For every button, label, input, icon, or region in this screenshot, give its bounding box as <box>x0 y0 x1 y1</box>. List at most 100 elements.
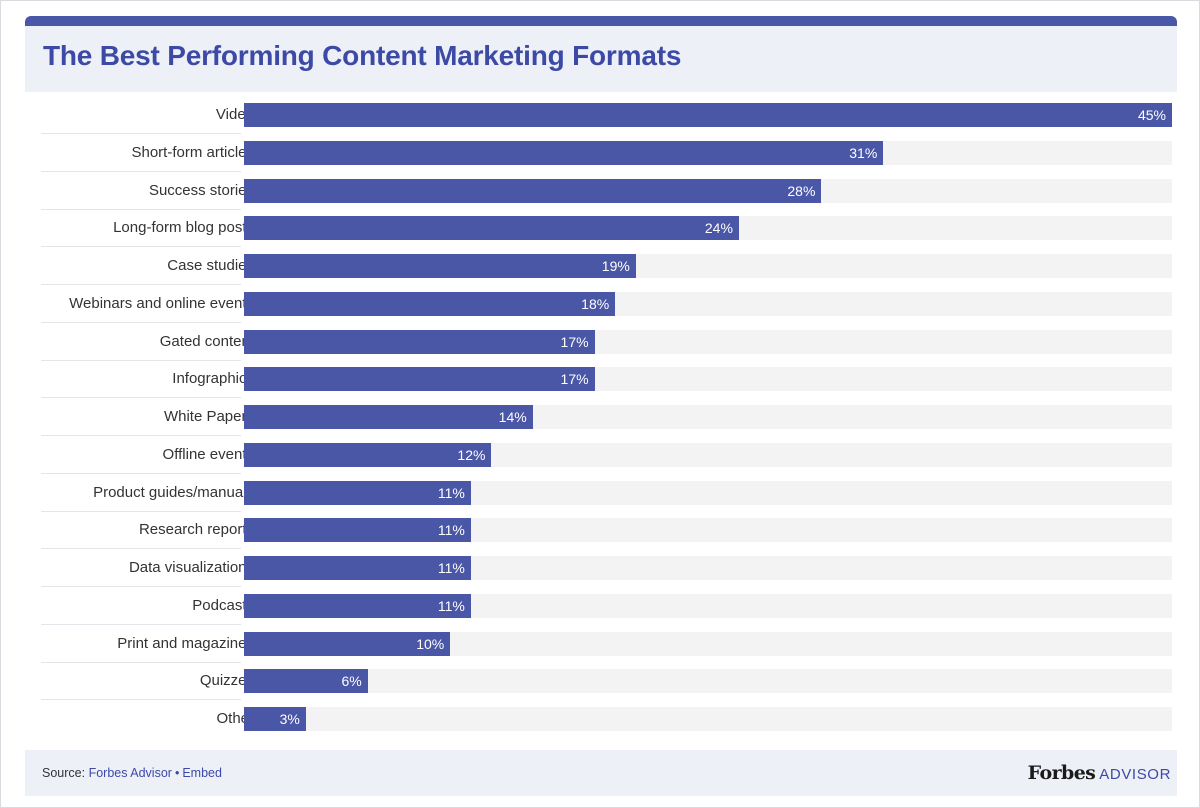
category-label: Product guides/manuals <box>93 483 254 501</box>
bar: 24% <box>244 216 739 241</box>
row-divider <box>41 699 241 701</box>
bar-row: Print and magazines 10% <box>41 625 1175 663</box>
row-divider <box>41 284 241 285</box>
bar-row: Long-form blog posts 24% <box>41 209 1175 248</box>
bar-row: Video 45% <box>41 96 1175 134</box>
bar-row: Offline events 12% <box>41 436 1175 474</box>
bar-row: Webinars and online events 18% <box>41 285 1175 323</box>
bar-row: White Papers 14% <box>41 398 1175 436</box>
category-label: Podcasts <box>192 596 254 614</box>
row-divider <box>41 321 241 323</box>
category-label: Data visualizations <box>128 559 254 576</box>
bar-row: Research reports 11% <box>41 511 1175 550</box>
bar-track: 28% <box>244 178 1172 203</box>
category-label: Print and magazines <box>117 634 254 652</box>
bar-track: 17% <box>244 329 1172 354</box>
bar-track: 14% <box>244 405 1172 429</box>
row-divider <box>41 586 241 587</box>
row-divider <box>41 397 241 399</box>
chart-header: The Best Performing Content Marketing Fo… <box>25 26 1177 92</box>
bar-track: 11% <box>244 556 1172 580</box>
row-divider <box>41 510 241 512</box>
bar-track: 10% <box>244 631 1172 656</box>
row-divider <box>41 623 241 625</box>
bar: 10% <box>244 631 451 656</box>
row-divider <box>41 246 241 248</box>
bar-track: 31% <box>244 140 1172 165</box>
bar-value-label: 11% <box>437 560 465 576</box>
bar: 17% <box>244 367 595 392</box>
bar-track: 18% <box>244 291 1172 316</box>
category-label: Offline events <box>162 445 254 463</box>
bar-value-label: 31% <box>849 144 878 161</box>
bar: 11% <box>244 480 471 505</box>
bar-row: Product guides/manuals 11% <box>41 474 1175 512</box>
bar-value-label: 24% <box>704 220 733 237</box>
bar-value-label: 12% <box>457 446 486 463</box>
brand-sub-text: ADVISOR <box>1099 766 1171 783</box>
row-divider <box>41 435 241 436</box>
bar-value-label: 17% <box>560 333 589 350</box>
row-divider <box>41 170 241 172</box>
bar-value-label: 28% <box>787 182 816 199</box>
bar: 14% <box>244 405 533 429</box>
brand-logo-text: Forbes <box>1027 762 1096 784</box>
source-line: Source: Forbes Advisor • Embed <box>42 750 222 796</box>
bar-row: Case studies 19% <box>41 247 1175 285</box>
bar-chart: Video 45% Short-form articles 31% Success st… <box>25 96 1177 746</box>
bar-track: 11% <box>244 518 1172 543</box>
bar-track: 3% <box>244 707 1172 731</box>
category-label: Webinars and online events <box>69 294 254 312</box>
bar-track: 11% <box>244 480 1172 505</box>
source-separator: • <box>174 766 180 780</box>
forbes-advisor-logo: Forbes ADVISOR <box>1028 750 1171 796</box>
row-divider <box>41 661 241 663</box>
bar-value-label: 10% <box>416 635 445 652</box>
bar-row: Quizzes 6% <box>41 662 1175 701</box>
row-divider <box>41 359 241 361</box>
bar-track: 24% <box>244 216 1172 241</box>
bar-track: 12% <box>244 442 1172 467</box>
bar-value-label: 45% <box>1137 107 1166 123</box>
category-label: Short-form articles <box>131 143 254 161</box>
bar-value-label: 18% <box>581 295 610 312</box>
row-divider <box>41 472 241 474</box>
bar: 11% <box>244 556 471 580</box>
category-label: Case studies <box>167 257 254 274</box>
bar-track: 19% <box>244 254 1172 278</box>
bar: 28% <box>244 178 822 203</box>
chart-footer: Source: Forbes Advisor • Embed Forbes ADVIS… <box>25 750 1177 796</box>
bar-value-label: 3% <box>279 711 300 727</box>
bar-track: 45% <box>244 103 1172 127</box>
category-label: White Papers <box>163 408 254 425</box>
bar-row: Infographics 17% <box>41 360 1175 399</box>
accent-bar <box>25 16 1177 26</box>
bar-value-label: 6% <box>341 673 362 690</box>
bar-track: 6% <box>244 669 1172 694</box>
source-prefix: Source: <box>42 766 86 780</box>
row-divider <box>41 548 241 550</box>
bar: 45% <box>244 103 1172 127</box>
bar: 17% <box>244 329 595 354</box>
bar: 31% <box>244 140 884 165</box>
bar-value-label: 19% <box>601 258 630 274</box>
bar-row: Data visualizations 11% <box>41 549 1175 587</box>
bar-value-label: 11% <box>437 484 465 501</box>
bar-value-label: 11% <box>437 597 465 614</box>
chart-title: The Best Performing Content Marketing Fo… <box>43 40 682 71</box>
bar-value-label: 11% <box>437 522 465 539</box>
source-link[interactable]: Forbes Advisor <box>88 766 172 780</box>
bar-value-label: 17% <box>560 371 589 388</box>
bar: 11% <box>244 593 471 618</box>
bar: 19% <box>244 254 636 278</box>
category-label: Gated content <box>159 332 254 350</box>
category-label: Research reports <box>138 521 254 539</box>
bar-row: Podcasts 11% <box>41 587 1175 625</box>
bar: 18% <box>244 291 616 316</box>
category-label: Success stories <box>148 181 254 199</box>
bar-row: Gated content 17% <box>41 323 1175 361</box>
category-label: Quizzes <box>199 672 254 690</box>
embed-link[interactable]: Embed <box>182 766 222 780</box>
bar: 3% <box>244 707 306 731</box>
